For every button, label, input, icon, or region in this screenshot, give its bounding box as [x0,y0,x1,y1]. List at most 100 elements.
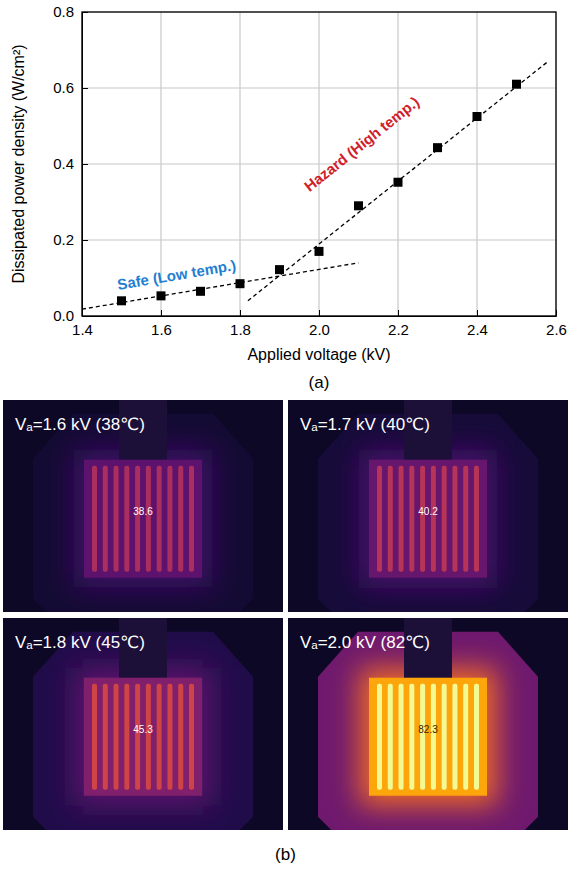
y-tick: 0.4 [53,155,88,172]
electrode-stripe [114,466,119,572]
heater-pad [369,460,487,578]
y-tick-mark [82,316,88,317]
image-label: Vₐ=2.0 kV (82℃) [300,633,430,652]
heater-pad [84,460,202,578]
electrode-stripe [135,684,140,790]
electrode-stripe [409,684,414,790]
x-tick-label: 1.6 [151,321,172,338]
x-tick-mark [398,310,399,316]
electrode-stripe [103,684,108,790]
x-axis-line [83,316,557,317]
x-tick-mark [556,310,557,316]
heat-glow [359,668,497,806]
y-tick-mark [82,164,88,165]
data-point [315,247,324,256]
electrode-stripe [189,684,194,790]
electrode-stripe [103,466,108,572]
x-tick-mark [240,310,241,316]
x-tick: 1.8 [230,310,251,338]
thermal-image-body [288,618,568,830]
heat-glow [74,668,212,806]
x-tick: 2.6 [546,310,567,338]
grid-line-y [82,239,556,240]
x-tick-label: 2.6 [546,321,567,338]
electrode-stripe [92,466,97,572]
y-tick-mark [82,240,88,241]
thermal-image: Vₐ=2.0 kV (82℃)82.3 [288,618,568,857]
electrode-stripe [157,684,162,790]
y-tick-label: 0.2 [53,231,74,248]
thermal-image-body [288,400,568,612]
annotation: Hazard (High temp.) [301,93,422,195]
electrode-stripe [399,466,404,572]
x-tick-label: 2.4 [467,321,488,338]
electrode-stripe [124,684,129,790]
thermal-image: Vₐ=1.6 kV (38℃) 38.6 [3,400,283,639]
electrode-stripe [157,466,162,572]
electrode-stripe [420,684,425,790]
panel-label: (b) [275,845,296,864]
x-axis-title: Applied voltage (kV) [247,346,390,363]
temperature-reading: 38.6 [133,506,153,517]
data-point [117,296,126,305]
y-tick-mark [82,12,88,13]
electrode-stripe [399,684,404,790]
thermal-image-body [3,400,283,612]
x-tick-mark [477,310,478,316]
electrode-stripe [178,466,183,572]
y-axis: 0.00.20.40.60.8 [53,3,88,324]
y-axis-title: Dissipated power density (W/cm²) [10,44,27,283]
temperature-reading: 40.2 [418,506,438,517]
electrode-stripe [463,466,468,572]
image-label: Vₐ=1.8 kV (45℃) [15,633,145,652]
x-tick-mark [319,310,320,316]
x-axis: 1.41.61.82.02.22.42.6 [72,310,567,338]
electrode-stripe [388,466,393,572]
temperature-reading: 45.3 [133,724,153,735]
x-tick-label: 2.0 [309,321,330,338]
electrode-stripe [452,684,457,790]
heat-glow [74,450,212,588]
electrode-stripe [167,684,172,790]
y-tick-label: 0.0 [53,307,74,324]
grid [82,12,556,316]
x-tick: 2.0 [309,310,330,338]
y-tick-mark [82,88,88,89]
y-tick: 0.2 [53,231,88,248]
data-point [473,112,482,121]
electrode-stripe [442,466,447,572]
heater-pad [369,678,487,796]
panel-label: (a) [309,373,330,392]
electrode-stripe [135,466,140,572]
electrode-stripe [431,684,436,790]
plot-frame [82,12,556,316]
electrode-stripe [388,684,393,790]
x-tick: 1.6 [151,310,172,338]
x-tick-label: 1.8 [230,321,251,338]
electrode-stripe [452,466,457,572]
x-tick-label: 2.2 [388,321,409,338]
electrode-stripe [124,466,129,572]
data-point [394,178,403,187]
electrode-stripe [178,684,183,790]
x-tick: 2.4 [467,310,488,338]
electrode-stripe [420,466,425,572]
x-tick: 2.2 [388,310,409,338]
electrode-stripe [442,684,447,790]
electrode-stripe [431,466,436,572]
electrode-stripe [92,684,97,790]
x-tick-mark [161,310,162,316]
image-label: Vₐ=1.7 kV (40℃) [300,415,430,434]
y-tick: 0.6 [53,79,88,96]
electrode-stripe [146,466,151,572]
chart-a: 1.41.61.82.02.22.42.60.00.20.40.60.8Appl… [10,3,567,363]
page: 1.41.61.82.02.22.42.60.00.20.40.60.8Appl… [0,0,571,882]
data-point [196,287,205,296]
electrode-stripe [474,684,479,790]
electrode-stripe [409,466,414,572]
fit-line [248,61,548,300]
y-tick-label: 0.6 [53,79,74,96]
heater-pad [84,678,202,796]
thermal-image: Vₐ=1.8 kV (45℃) 45.3 [3,618,283,857]
image-label: Vₐ=1.6 kV (38℃) [15,415,145,434]
